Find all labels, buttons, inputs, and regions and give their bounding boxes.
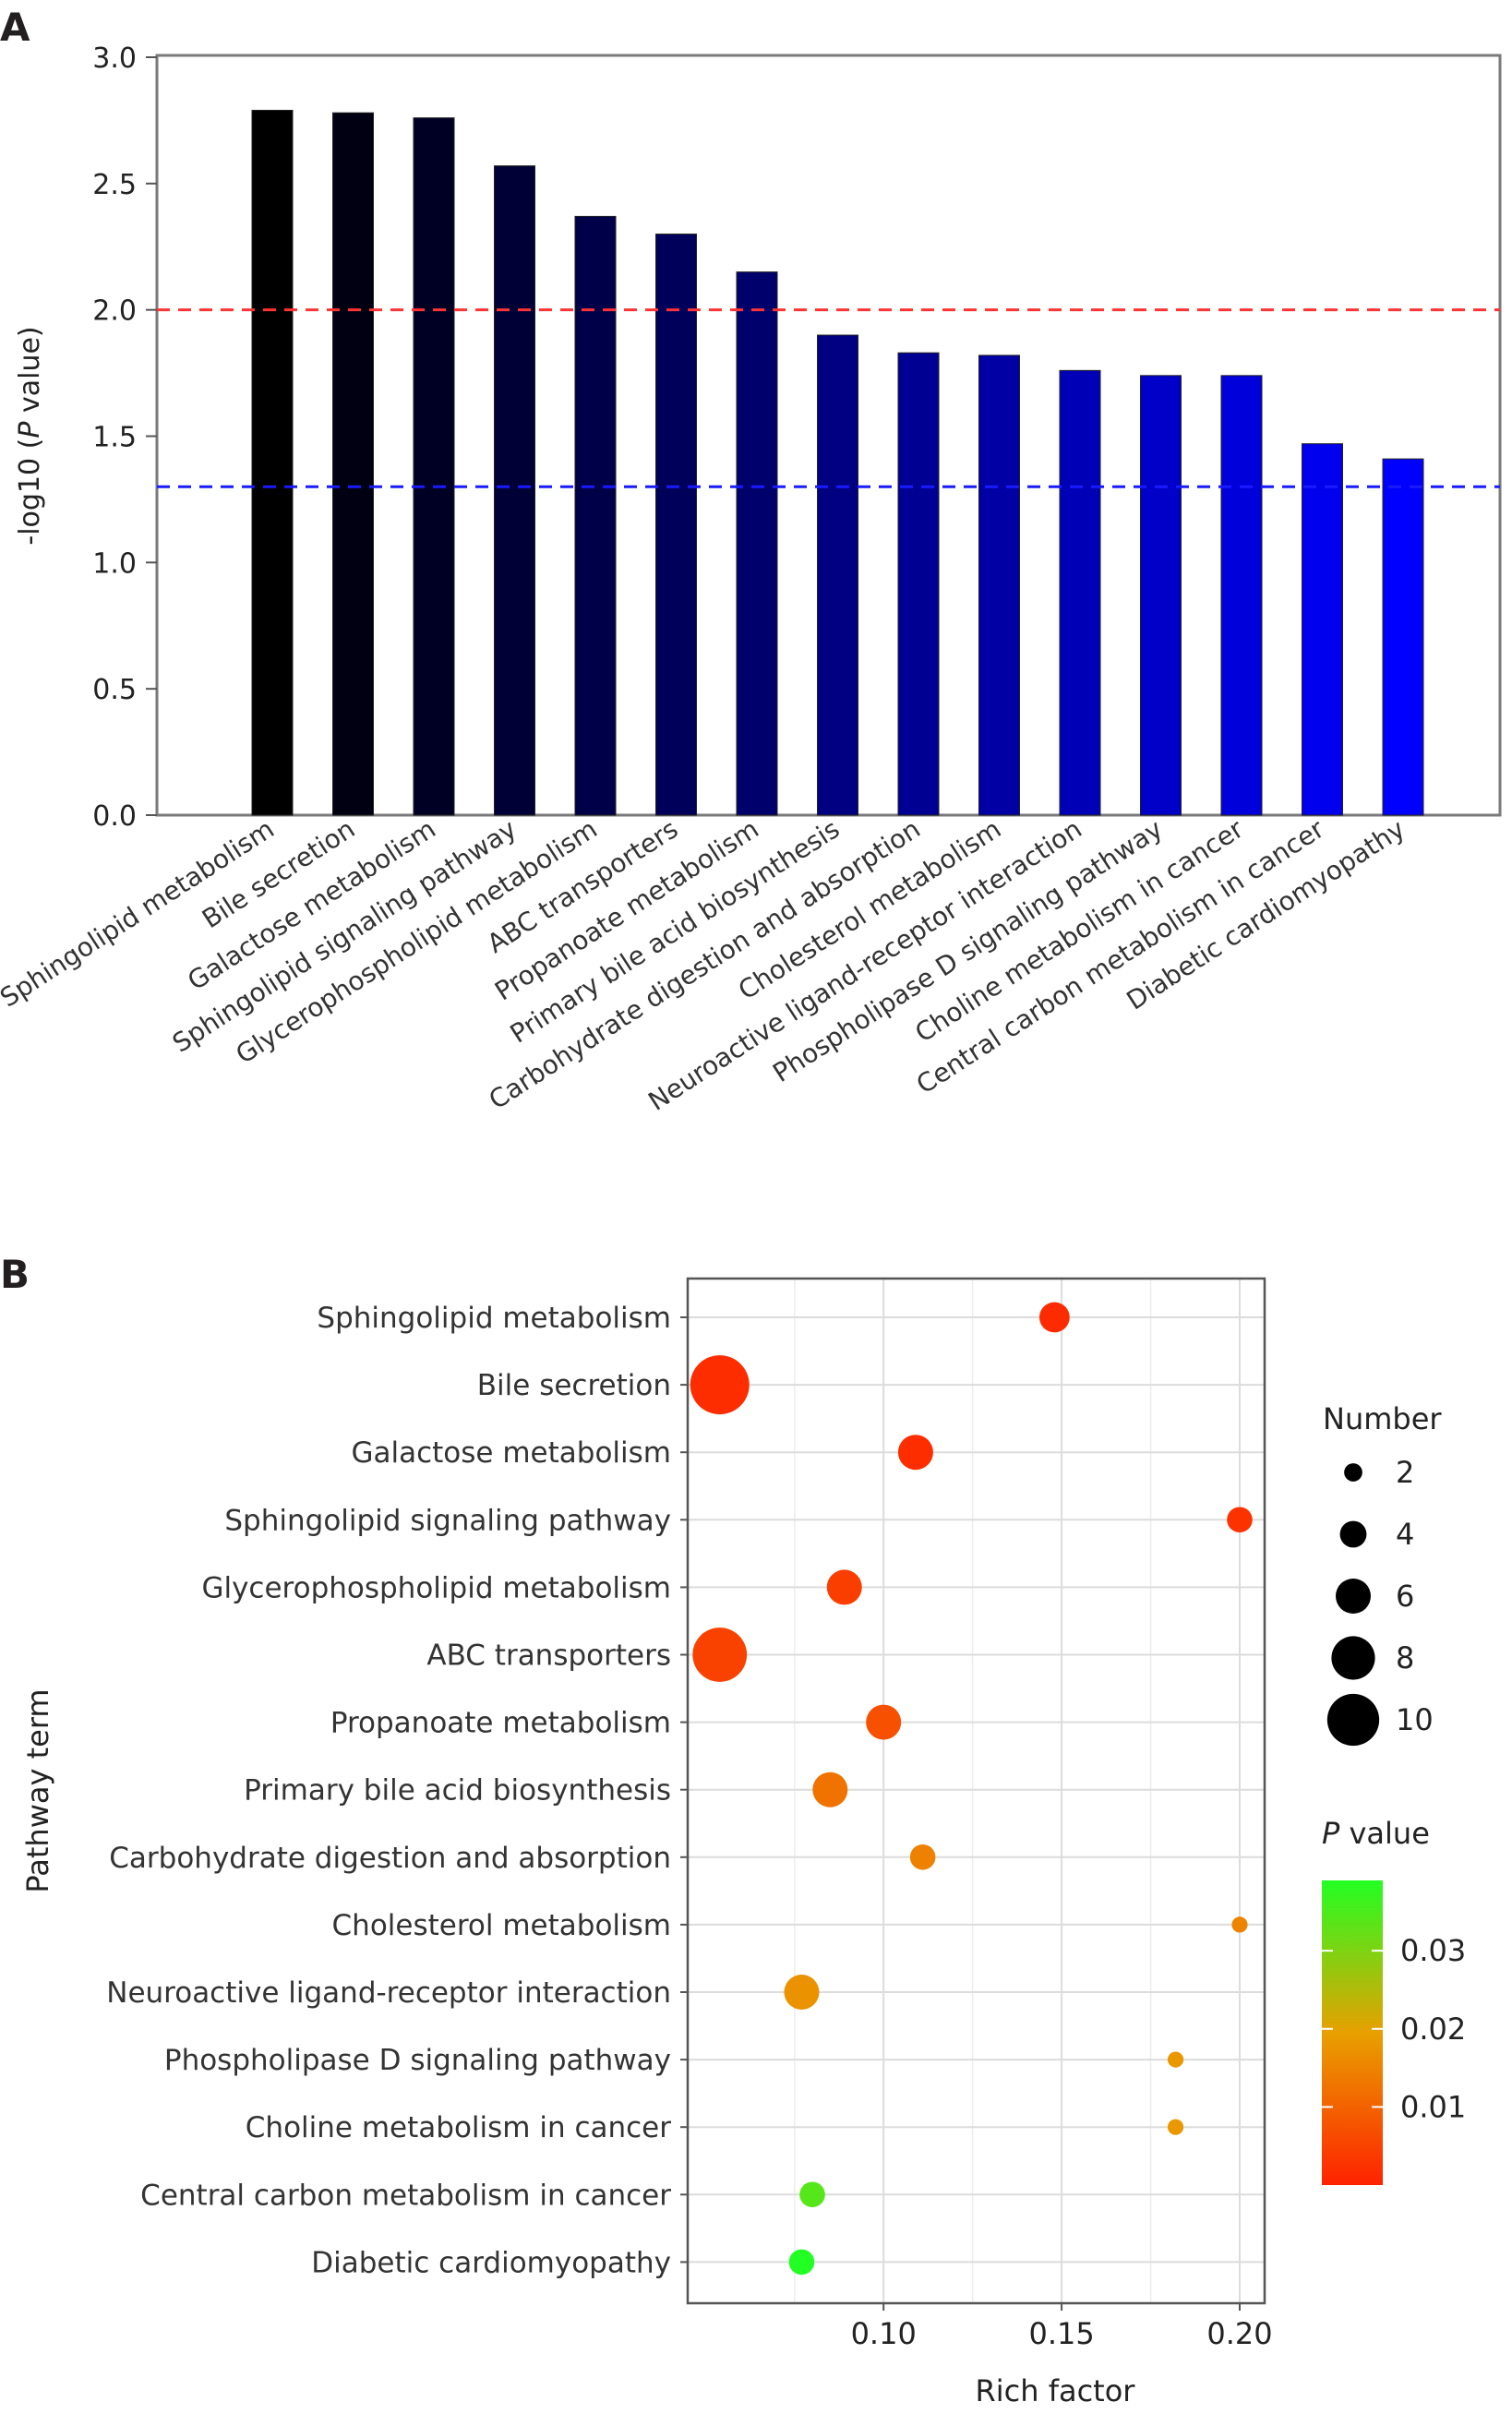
bar-y-axis-title: -log10 (P value) [14, 326, 46, 545]
size-legend-label: 8 [1396, 1640, 1414, 1675]
bar-y-tick-label: 0.0 [92, 800, 137, 833]
bubble-bile-secretion [690, 1355, 750, 1415]
bar-carbohydrate-digestion-and-absorption [897, 352, 940, 816]
bubble-abc-transporters [692, 1627, 748, 1682]
bar-y-tick-label: 0.5 [92, 674, 137, 706]
bubble-galactose-metabolism [897, 1435, 933, 1471]
bubble-x-ticks: 0.10 0.15 0.20 [851, 2303, 1273, 2351]
bubble-y-tick-label: Neuroactive ligand-receptor interaction [106, 1976, 671, 2010]
bar-propanoate-metabolism [736, 271, 778, 816]
color-legend-tick-label: 0.02 [1400, 2012, 1466, 2047]
bubble-y-tick-label: Propanoate metabolism [330, 1707, 671, 1740]
size-legend-label: 4 [1396, 1517, 1414, 1552]
color-legend: P value 0.01 0.02 0.03 [1322, 1816, 1466, 2185]
bubble-cholesterol-metabolism [1231, 1916, 1248, 1933]
size-legend-circle [1339, 1520, 1367, 1548]
bar-phospholipase-d-signaling-pathway [1140, 375, 1182, 816]
bar-sphingolipid-metabolism [251, 109, 294, 816]
bubble-primary-bile-acid-biosynthesis [812, 1771, 848, 1807]
bar-sphingolipid-signaling-pathway [494, 165, 535, 816]
size-legend-circle [1335, 1578, 1372, 1615]
bubble-y-tick-label: Sphingolipid signaling pathway [224, 1504, 671, 1537]
bubble-y-tick-label: Carbohydrate digestion and absorption [109, 1842, 671, 1875]
bar-primary-bile-acid-biosynthesis [817, 334, 858, 816]
bar-glycerophospholipid-metabolism [574, 215, 617, 816]
bar-bile-secretion [332, 112, 374, 816]
size-legend-label: 6 [1396, 1579, 1414, 1614]
bar-diabetic-cardiomyopathy [1382, 458, 1424, 816]
bubble-points [690, 1302, 1253, 2276]
reference-lines [157, 308, 1500, 488]
bubble-glycerophospholipid-metabolism [826, 1569, 862, 1605]
bubble-diabetic-cardiomyopathy [788, 2249, 815, 2276]
bar-galactose-metabolism [413, 117, 455, 816]
bar-y-tick-label: 1.0 [92, 547, 137, 580]
size-legend-title: Number [1323, 1401, 1442, 1436]
bar-choline-metabolism-in-cancer [1220, 375, 1263, 816]
bubble-y-tick-labels: Sphingolipid metabolism Bile secretion Gal… [106, 1302, 688, 2279]
bar-y-tick-label: 3.0 [92, 42, 137, 75]
bar-abc-transporters [655, 234, 697, 816]
bubble-y-tick-label: Choline metabolism in cancer [246, 2111, 671, 2144]
bubble-sphingolipid-signaling-pathway [1227, 1507, 1253, 1533]
bar-chart: 0.0 0.5 1.0 1.5 2.0 2.5 3.0 Sphingolipid metab… [0, 42, 1502, 1117]
bubble-y-axis-title: Pathway term [20, 1688, 55, 1892]
bubble-y-tick-label: Bile secretion [477, 1369, 671, 1402]
bar-y-tick-label: 2.0 [92, 295, 137, 328]
bar-series [251, 109, 1424, 816]
bubble-x-tick-label: 0.10 [851, 2316, 917, 2351]
bubble-phospholipase-d-signaling-pathway [1167, 2051, 1184, 2068]
bar-neuroactive-ligand-receptor-interaction [1059, 369, 1101, 816]
size-legend-circle [1326, 1693, 1380, 1747]
size-legend-circle [1344, 1463, 1362, 1482]
size-legend-label: 2 [1396, 1455, 1414, 1490]
size-legend-label: 10 [1396, 1702, 1434, 1737]
bubble-propanoate-metabolism [866, 1704, 902, 1740]
bubble-grid [688, 1279, 1265, 2303]
bar-y-ticks: 0.0 0.5 1.0 1.5 2.0 2.5 3.0 [92, 42, 157, 833]
bubble-y-tick-label: Glycerophospholipid metabolism [201, 1571, 671, 1604]
bubble-sphingolipid-metabolism [1038, 1302, 1070, 1333]
color-legend-gradient-bar [1322, 1880, 1383, 2185]
bar-cholesterol-metabolism [978, 354, 1020, 816]
bubble-plot-frame [686, 1277, 1266, 2305]
bubble-x-tick-label: 0.20 [1206, 2316, 1272, 2351]
color-legend-tick-label: 0.03 [1400, 1933, 1466, 1968]
bubble-x-tick-label: 0.15 [1028, 2316, 1094, 2351]
bubble-y-tick-label: Primary bile acid biosynthesis [244, 1774, 671, 1807]
bar-y-tick-label: 1.5 [92, 422, 137, 454]
bubble-y-tick-label: Central carbon metabolism in cancer [140, 2179, 671, 2212]
bubble-y-tick-label: Diabetic cardiomyopathy [311, 2246, 671, 2279]
color-legend-title: P value [1322, 1816, 1430, 1851]
bubble-y-tick-label: Galactose metabolism [351, 1436, 671, 1470]
size-legend: Number 2 4 6 8 10 [1323, 1401, 1442, 1747]
bubble-y-tick-label: Phospholipase D signaling pathway [164, 2044, 671, 2077]
bubble-carbohydrate-digestion-and-absorption [909, 1844, 936, 1870]
bubble-chart: Sphingolipid metabolism Bile secretion Gal… [20, 1277, 1466, 2408]
panel-a-label: A [0, 5, 30, 50]
bubble-y-tick-label: Sphingolipid metabolism [317, 1302, 671, 1335]
size-legend-circle [1331, 1636, 1375, 1680]
bubble-plot-background [688, 1279, 1265, 2303]
bubble-central-carbon-metabolism-in-cancer [799, 2181, 825, 2208]
bubble-y-tick-label: Cholesterol metabolism [332, 1909, 671, 1942]
bubble-choline-metabolism-in-cancer [1167, 2119, 1184, 2135]
bubble-x-axis-title: Rich factor [976, 2373, 1136, 2408]
bubble-y-tick-label: ABC transporters [426, 1639, 671, 1673]
bar-y-tick-label: 2.5 [92, 169, 137, 201]
color-legend-tick-label: 0.01 [1400, 2089, 1466, 2124]
bubble-neuroactive-ligand-receptor-interaction [784, 1975, 820, 2010]
bar-central-carbon-metabolism-in-cancer [1302, 443, 1343, 816]
panel-b-label: B [0, 1252, 30, 1297]
